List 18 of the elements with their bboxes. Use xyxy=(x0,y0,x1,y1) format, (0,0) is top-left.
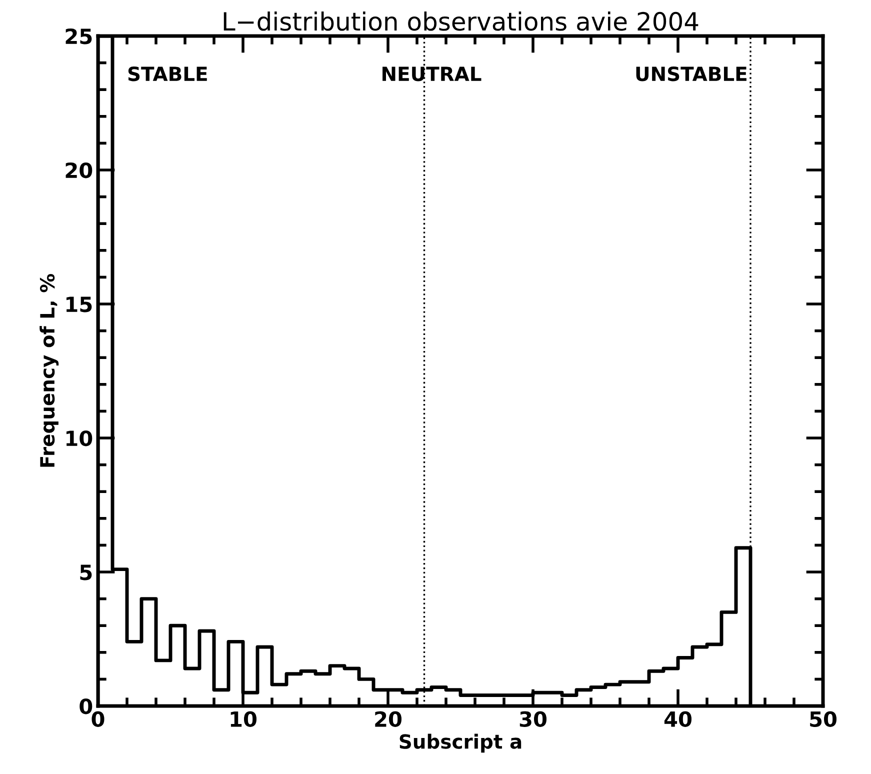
x-tick-label: 10 xyxy=(230,711,256,727)
x-tick-label: 40 xyxy=(664,711,692,727)
y-tick-label: 5 xyxy=(80,564,92,580)
x-tick-label: 20 xyxy=(375,711,402,727)
chart-title: L−distribution observations avie 2004 xyxy=(224,11,698,31)
y-tick-label: 10 xyxy=(66,430,92,446)
x-tick-label: 30 xyxy=(520,711,546,727)
annotation: STABLE xyxy=(128,66,207,82)
y-tick-label: 15 xyxy=(66,296,92,312)
x-tick-label: 50 xyxy=(810,711,836,727)
y-axis-title: Frequency of L, % xyxy=(40,274,59,467)
annotation: UNSTABLE xyxy=(636,66,746,82)
y-tick-label: 25 xyxy=(66,28,92,44)
y-tick-label: 20 xyxy=(66,162,92,178)
annotation: NEUTRAL xyxy=(382,66,482,82)
y-tick-label: 0 xyxy=(80,698,92,714)
x-axis-title: Subscript a xyxy=(400,734,522,753)
x-tick-label: 0 xyxy=(92,711,104,727)
